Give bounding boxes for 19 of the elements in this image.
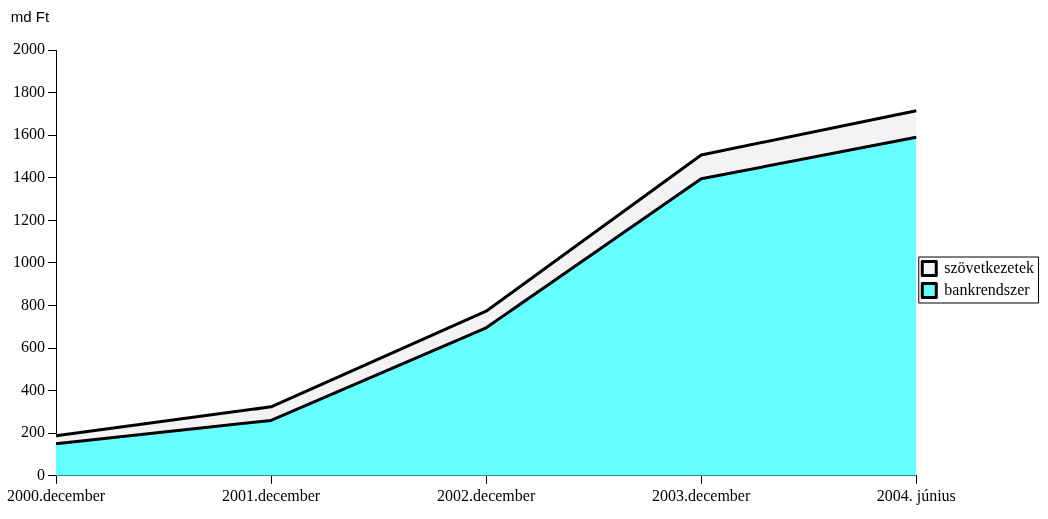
x-tick-label: 2004. június xyxy=(876,486,956,505)
x-tick-label: 2002.december xyxy=(437,486,536,504)
y-tick-label: 1400 xyxy=(13,167,45,185)
x-tick-label: 2000.december xyxy=(6,486,106,504)
x-tick-label: 2001.december xyxy=(221,486,321,504)
y-tick-label: 0 xyxy=(37,466,45,483)
y-tick-label: 1800 xyxy=(13,82,45,100)
legend-label: bankrendszer xyxy=(944,280,1031,298)
legend-label: szövetkezetek xyxy=(944,258,1035,276)
y-tick-label: 800 xyxy=(21,295,45,313)
y-tick-label: 1200 xyxy=(13,210,45,228)
y-tick-label: 200 xyxy=(21,423,45,441)
y-tick-label: 1600 xyxy=(13,125,45,143)
x-tick-label: 2003.december xyxy=(652,486,751,504)
y-tick-label: 400 xyxy=(21,380,45,398)
y-tick-label: 2000 xyxy=(13,40,45,58)
y-axis-title: md Ft xyxy=(10,8,50,25)
y-tick-label: 1000 xyxy=(13,253,45,271)
y-tick-label: 600 xyxy=(21,338,45,356)
